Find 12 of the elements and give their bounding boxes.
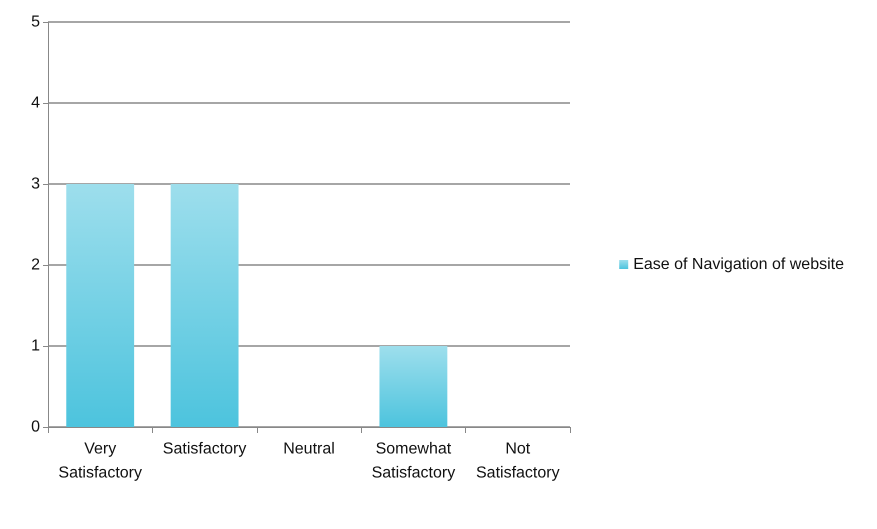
y-tick-label: 3 bbox=[31, 176, 40, 192]
x-tick-label: Somewhat Satisfactory bbox=[372, 440, 456, 482]
y-tick-label: 1 bbox=[31, 338, 40, 354]
y-tick-label: 4 bbox=[31, 94, 40, 112]
y-tick-label: 2 bbox=[31, 256, 40, 274]
x-tick-label: Neutral bbox=[283, 440, 335, 458]
x-tick-label: Not Satisfactory bbox=[476, 440, 560, 482]
legend-label: Ease of Navigation of website bbox=[633, 256, 844, 273]
x-tick-label: Satisfactory bbox=[162, 440, 246, 458]
x-tick-label: Very Satisfactory bbox=[58, 440, 142, 482]
y-tick-label: 5 bbox=[31, 14, 40, 30]
y-tick-label: 0 bbox=[31, 418, 40, 436]
